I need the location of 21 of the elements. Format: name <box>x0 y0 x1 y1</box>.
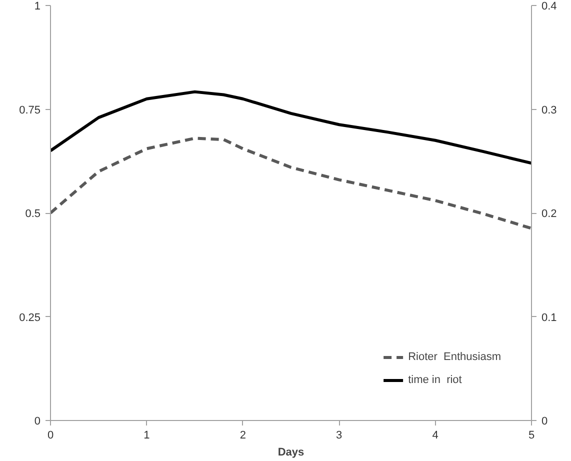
y2-tick-label: 0.2 <box>542 208 557 220</box>
y-tick-label: 0.5 <box>25 208 41 220</box>
y2-tick-label: 0.1 <box>542 312 557 324</box>
legend-label: time in riot <box>408 374 462 386</box>
x-tick-label: 3 <box>336 430 342 442</box>
x-tick-label: 2 <box>240 430 246 442</box>
x-tick-label: 4 <box>432 430 438 442</box>
y2-tick-label: 0.3 <box>542 104 557 116</box>
line-series <box>50 90 532 165</box>
y2-tick-label: 0.4 <box>542 0 557 12</box>
x-tick-label: 1 <box>144 430 150 442</box>
x-tick-label: 5 <box>528 430 535 442</box>
y-tick-label: 0.75 <box>19 104 41 116</box>
line-series <box>50 136 532 230</box>
legend-label: Rioter Enthusiasm <box>408 351 501 363</box>
y-tick-label: 0 <box>34 416 41 428</box>
y-tick-label: 0.25 <box>19 312 41 324</box>
x-axis-title: Days <box>278 446 304 458</box>
y2-tick-label: 0 <box>542 416 548 428</box>
y-tick-label: 1 <box>34 0 41 12</box>
x-tick-label: 0 <box>47 430 54 442</box>
